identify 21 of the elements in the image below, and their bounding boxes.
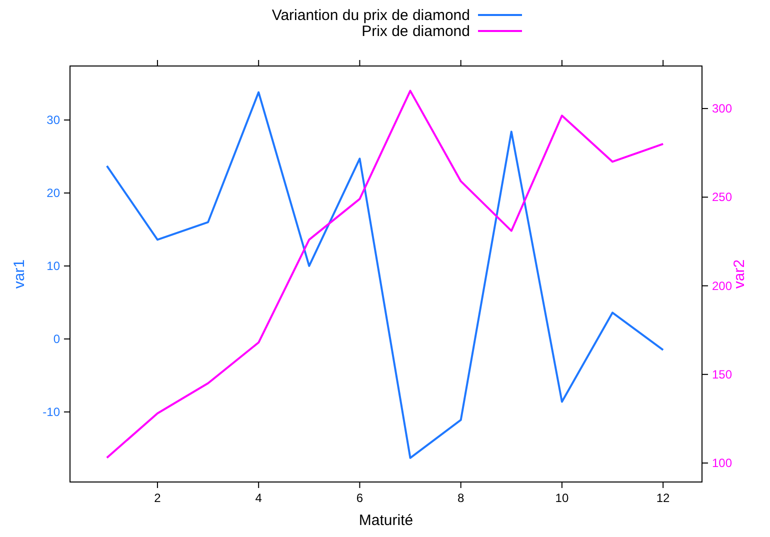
y2-tick-label: 200 <box>712 278 732 293</box>
y-tick-label: 0 <box>53 332 60 346</box>
y-tick-label: 10 <box>46 258 60 273</box>
y2-tick-label: 100 <box>712 456 732 470</box>
y-tick-label: 20 <box>46 186 60 200</box>
x-tick-label: 12 <box>656 491 670 505</box>
x-axis-title: Maturité <box>358 512 414 529</box>
y2-axis-title: var2 <box>731 259 748 289</box>
y-tick-label: -10 <box>42 404 60 419</box>
y2-tick-label: 250 <box>712 190 732 204</box>
x-tick-label: 2 <box>154 491 162 505</box>
y-tick-label: 30 <box>46 113 60 128</box>
y-axis-title: var1 <box>11 259 28 289</box>
x-tick-label: 10 <box>555 491 569 505</box>
y2-tick-label: 150 <box>712 367 732 382</box>
x-tick-label: 4 <box>255 491 262 505</box>
y2-tick-label: 300 <box>712 102 732 116</box>
legend-label: Variantion du prix de diamond <box>272 7 470 24</box>
legend-label: Prix de diamond <box>362 23 470 40</box>
x-tick-label: 6 <box>356 491 364 505</box>
x-tick-label: 8 <box>457 491 464 505</box>
